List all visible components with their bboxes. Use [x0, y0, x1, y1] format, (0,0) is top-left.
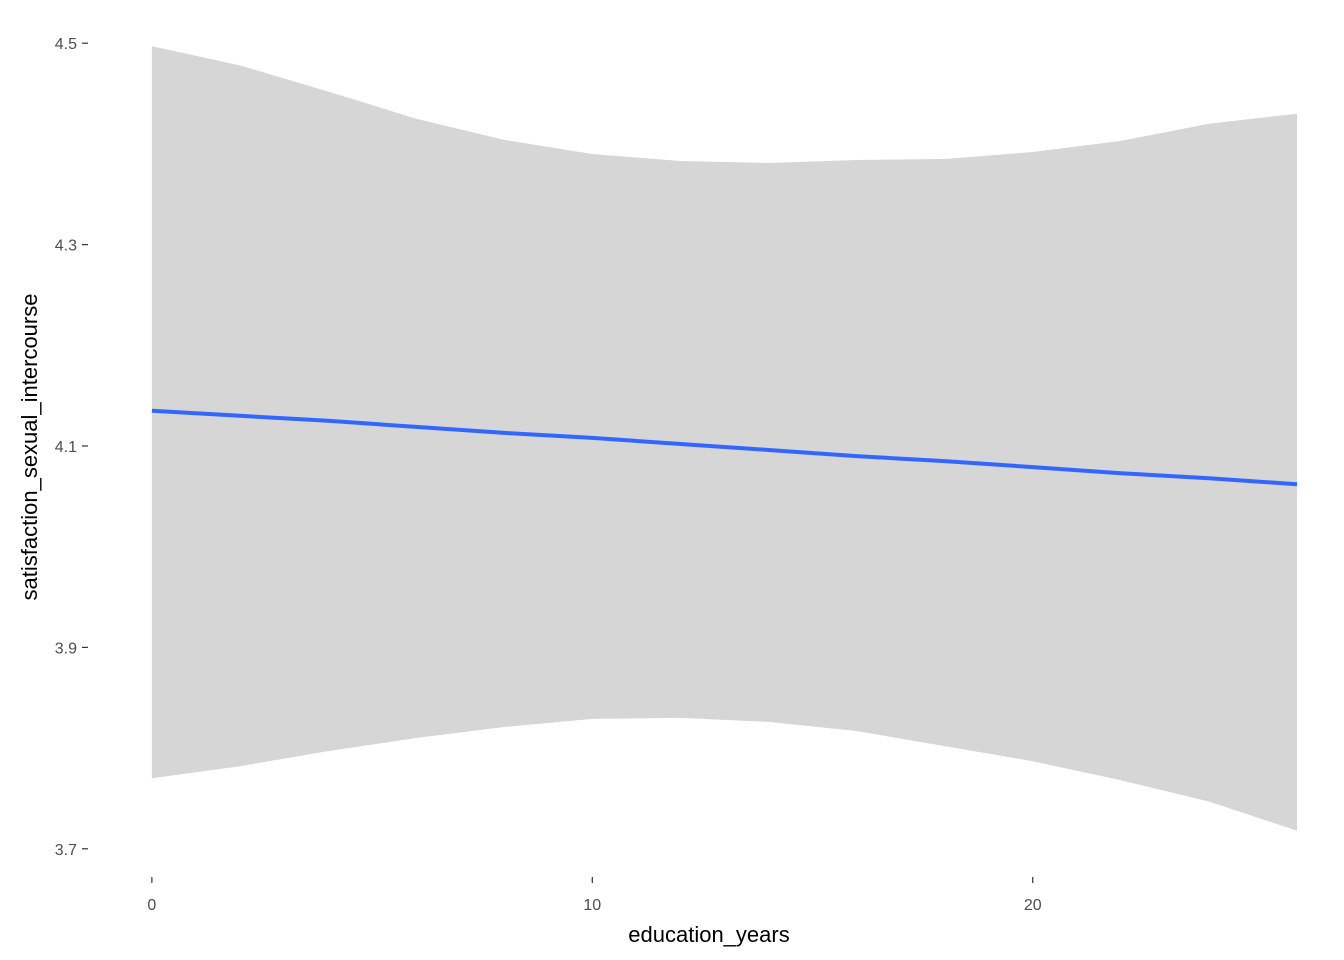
x-tick-label: 20 — [1024, 897, 1042, 914]
y-axis: 3.7 3.9 4.1 4.3 4.5 — [55, 36, 88, 859]
confidence-band-layer — [151, 46, 1297, 831]
y-tick-label: 4.3 — [55, 238, 77, 255]
y-tick-label: 4.5 — [55, 36, 77, 53]
y-tick-label: 3.9 — [55, 640, 77, 657]
y-tick-label: 4.1 — [55, 439, 77, 456]
x-axis-title: education_years — [628, 922, 789, 947]
y-axis-title: satisfaction_sexual_intercourse — [17, 294, 42, 601]
trend-line-layer — [151, 408, 1298, 487]
x-tick-label: 0 — [147, 897, 156, 914]
y-tick-label: 3.7 — [55, 842, 77, 859]
x-tick-label: 10 — [583, 897, 601, 914]
trend-line-0 — [151, 408, 1298, 487]
x-axis: 0 10 20 — [147, 877, 1042, 914]
confidence-band-0 — [151, 46, 1297, 831]
